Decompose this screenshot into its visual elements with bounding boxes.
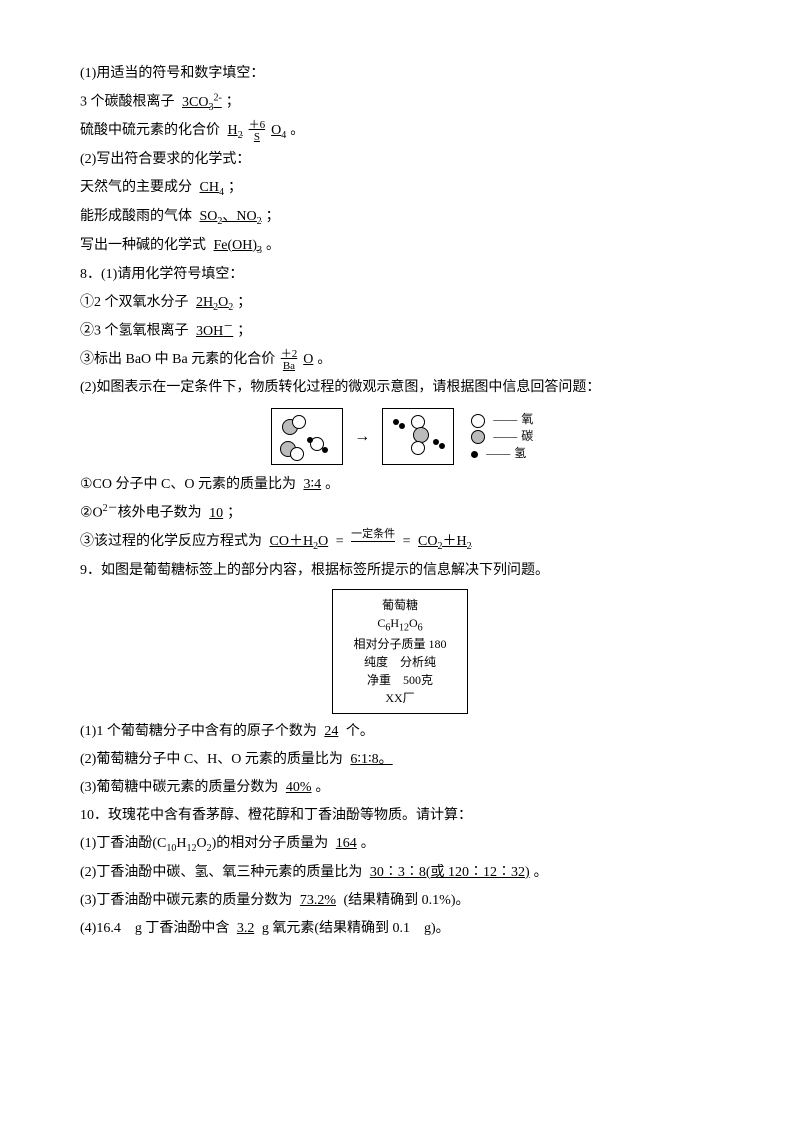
glucose-label: 葡萄糖 C6H12O6 相对分子质量 180 纯度 分析纯 净重 500克 XX… [332, 589, 467, 714]
q8-diagram: → ——氧 ——碳 ——氢 [80, 408, 720, 465]
q8-2-2: ②O2－核外电子数为 10； [80, 499, 720, 528]
label-line6: XX厂 [353, 689, 446, 707]
q8-2-intro: (2)如图表示在一定条件下，物质转化过程的微观示意图，请根据图中信息回答问题： [80, 374, 720, 402]
q9-label-container: 葡萄糖 C6H12O6 相对分子质量 180 纯度 分析纯 净重 500克 XX… [80, 585, 720, 718]
q7-2b-ans: SO2、NO2 [196, 209, 266, 224]
q10-intro: 10．玫瑰花中含有香茅醇、橙花醇和丁香油酚等物质。请计算： [80, 802, 720, 830]
q10-4: (4)16.4 g 丁香油酚中含 3.2 g 氧元素(结果精确到 0.1 g)。 [80, 915, 720, 943]
q7-2-intro: (2)写出符合要求的化学式： [80, 146, 720, 174]
o-atom-icon [471, 414, 485, 428]
arrow-icon: → [354, 421, 370, 453]
q7-1b-stack: ＋6S [247, 119, 268, 143]
label-line2: C6H12O6 [353, 614, 446, 635]
q7-1a-ans: 3CO32- [178, 95, 226, 110]
q7-1b: 硫酸中硫元素的化合价 H2＋6SO4。 [80, 117, 720, 146]
q7-1-intro: (1)用适当的符号和数字填空： [80, 60, 720, 88]
q8-1-1: ①2 个双氧水分子 2H2O2； [80, 289, 720, 318]
label-line3: 相对分子质量 180 [353, 635, 446, 653]
q9-3: (3)葡萄糖中碳元素的质量分数为 40%。 [80, 774, 720, 802]
q10-1: (1)丁香油酚(C10H12O2)的相对分子质量为 164。 [80, 830, 720, 859]
q7-1b-ans: H2 [224, 123, 247, 138]
q7-2a: 天然气的主要成分 CH4； [80, 174, 720, 203]
q9-1-ans: 24 [320, 724, 342, 739]
reaction-condition: 一定条件 [351, 528, 395, 555]
q10-2: (2)丁香油酚中碳、氢、氧三种元素的质量比为 30∶3∶8(或 120∶12∶3… [80, 859, 720, 887]
q8-1-1-ans: 2H2O2 [192, 295, 237, 310]
legend: ——氧 ——碳 ——氢 [471, 411, 533, 461]
q8-1-2: ②3 个氢氧根离子 3OH－； [80, 317, 720, 346]
q8-1-3: ③标出 BaO 中 Ba 元素的化合价 ＋2BaO。 [80, 346, 720, 374]
q10-1-ans: 164 [332, 836, 361, 851]
q10-2-ans: 30∶3∶8(或 120∶12∶32) [366, 865, 534, 880]
q10-4-ans: 3.2 [233, 921, 259, 936]
q8-2-1-ans: 3∶4 [299, 477, 325, 492]
q9-2: (2)葡萄糖分子中 C、H、O 元素的质量比为 6∶1∶8。 [80, 746, 720, 774]
q7-2a-ans: CH4 [196, 180, 228, 195]
q8-2-3-lhs: CO＋H2O [266, 534, 333, 549]
q10-3: (3)丁香油酚中碳元素的质量分数为 73.2% (结果精确到 0.1%)。 [80, 887, 720, 915]
q7-1a: 3 个碳酸根离子 3CO32-； [80, 88, 720, 117]
q7-2c: 写出一种碱的化学式 Fe(OH)3。 [80, 232, 720, 261]
q9-1: (1)1 个葡萄糖分子中含有的原子个数为 24 个。 [80, 718, 720, 746]
h-atom-icon [471, 451, 478, 458]
label-line4: 纯度 分析纯 [353, 653, 446, 671]
q7-1b-pre: 硫酸中硫元素的化合价 [80, 123, 220, 138]
q10-3-ans: 73.2% [296, 893, 340, 908]
q8-1-3-stack: ＋2Ba [279, 348, 300, 372]
label-line5: 净重 500克 [353, 671, 446, 689]
reactant-box [271, 408, 343, 465]
q9-2-ans: 6∶1∶8。 [346, 752, 396, 767]
q7-1a-pre: 3 个碳酸根离子 [80, 95, 175, 110]
q8-1-intro: 8．(1)请用化学符号填空： [80, 261, 720, 289]
q8-2-1: ①CO 分子中 C、O 元素的质量比为 3∶4。 [80, 471, 720, 499]
q8-2-3: ③该过程的化学反应方程式为 CO＋H2O = 一定条件 = CO2＋H2 [80, 528, 720, 557]
product-box [382, 408, 454, 465]
q8-2-2-ans: 10 [205, 506, 227, 521]
q8-1-2-ans: 3OH－ [192, 324, 237, 339]
q7-2c-ans: Fe(OH)3 [210, 238, 267, 253]
c-atom-icon [471, 430, 485, 444]
q9-intro: 9．如图是葡萄糖标签上的部分内容，根据标签所提示的信息解决下列问题。 [80, 557, 720, 585]
label-line1: 葡萄糖 [353, 596, 446, 614]
q8-2-3-rhs: CO2＋H2 [414, 534, 476, 549]
q7-2b: 能形成酸雨的气体 SO2、NO2； [80, 203, 720, 232]
q9-3-ans: 40% [282, 780, 316, 795]
